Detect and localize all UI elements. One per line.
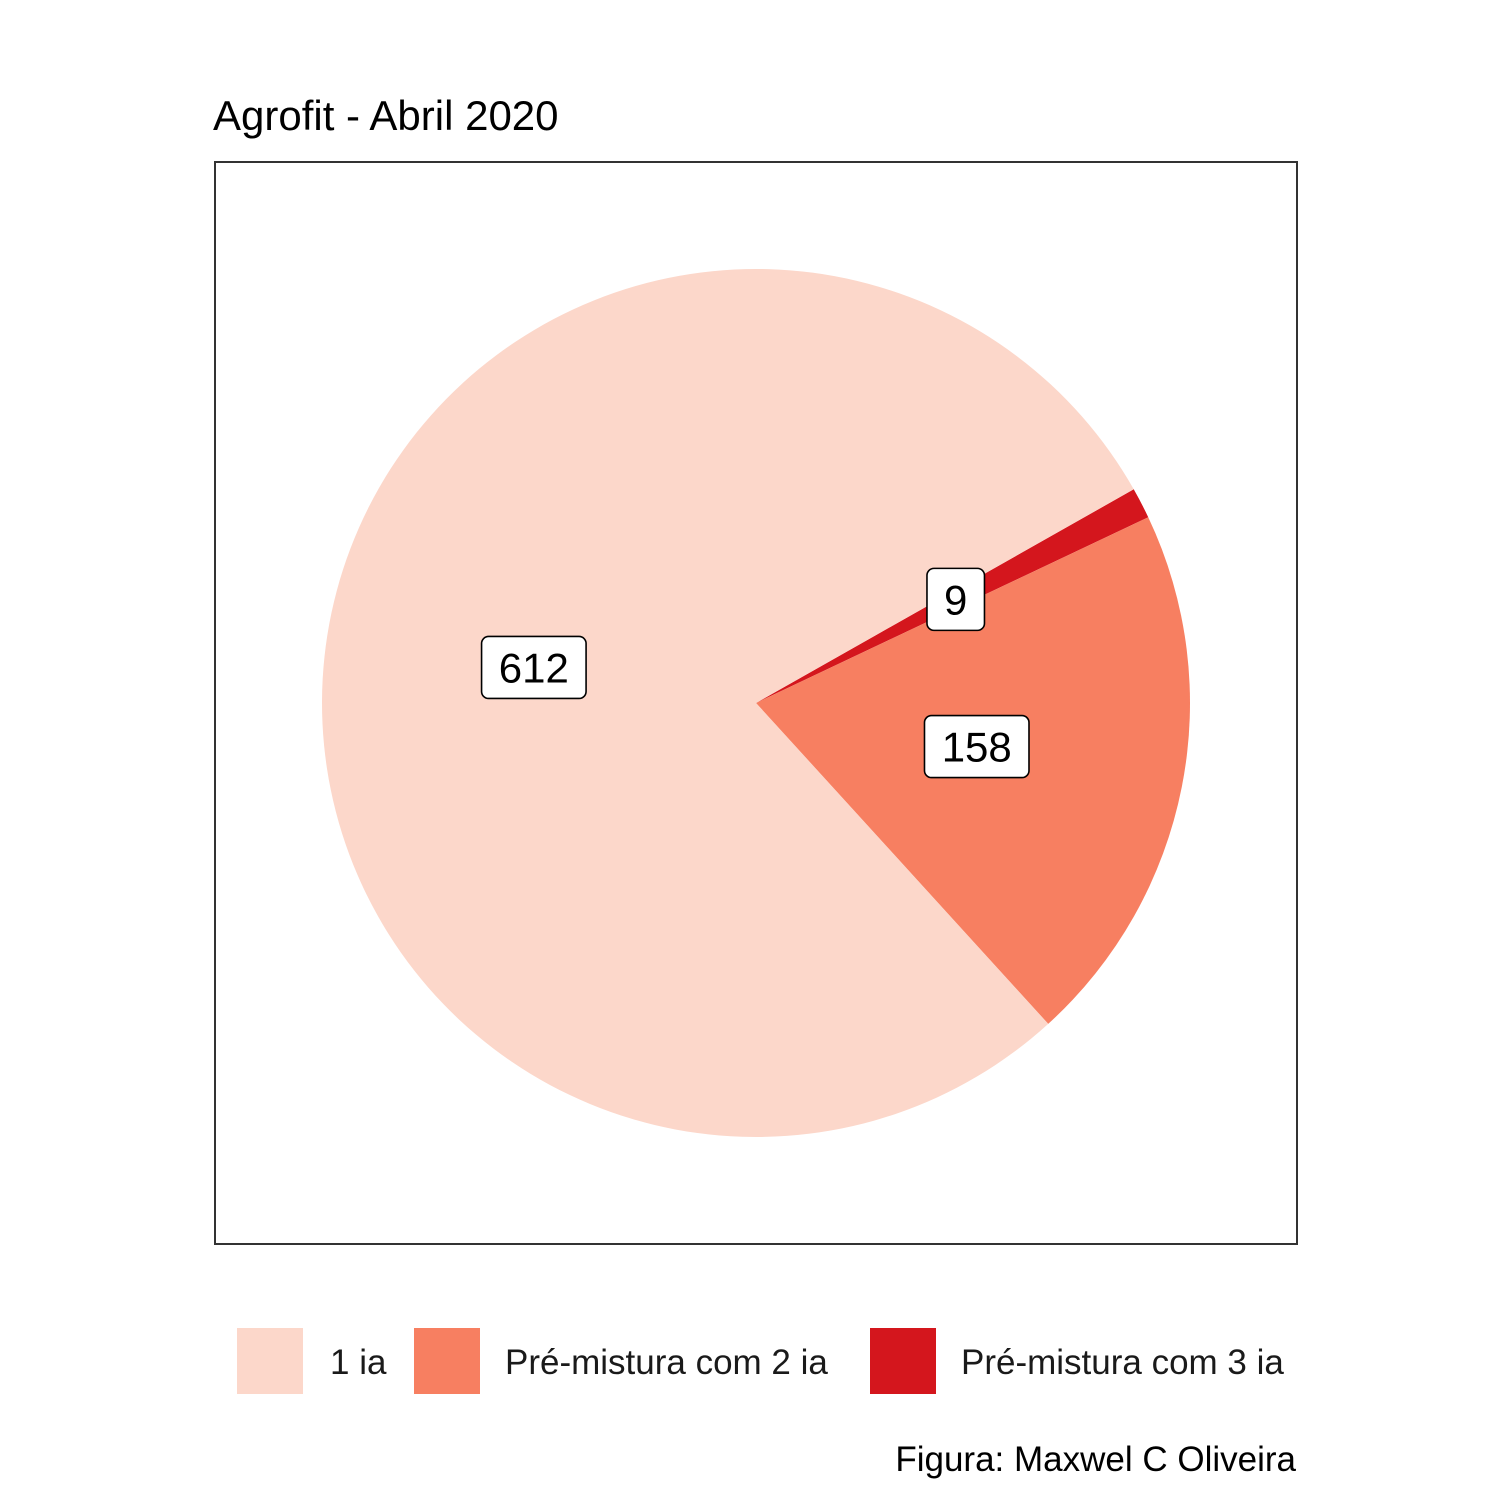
label-text: 9 (944, 576, 967, 623)
legend-label: Pré-mistura com 2 ia (505, 1343, 828, 1382)
legend-swatch (237, 1328, 303, 1394)
label-box (923, 714, 1030, 779)
label-pre-mistura-2-ia: 158 (923, 714, 1030, 779)
caption: Figura: Maxwel C Oliveira (895, 1440, 1296, 1479)
slice-1-ia (322, 269, 1134, 1137)
legend-label: 1 ia (330, 1343, 387, 1382)
pie-slices (322, 269, 1191, 1137)
legend-label: Pré-mistura com 3 ia (961, 1343, 1284, 1382)
label-text: 612 (499, 644, 569, 691)
slice-labels: 612 158 9 (480, 567, 1030, 779)
legend-swatch (414, 1328, 480, 1394)
chart-title: Agrofit - Abril 2020 (213, 92, 559, 139)
label-1-ia: 612 (480, 635, 587, 700)
panel-border (214, 161, 1298, 1245)
label-box (480, 635, 587, 700)
legend: 1 ia Pré-mistura com 2 ia Pré-mistura com … (237, 1328, 1284, 1394)
label-text: 158 (942, 724, 1012, 771)
legend-item-1-ia: 1 ia (237, 1328, 387, 1394)
legend-swatch (870, 1328, 936, 1394)
label-box (926, 567, 986, 632)
legend-item-pre-mistura-3-ia: Pré-mistura com 3 ia (870, 1328, 1284, 1394)
legend-item-pre-mistura-2-ia: Pré-mistura com 2 ia (414, 1328, 828, 1394)
label-pre-mistura-3-ia: 9 (926, 567, 986, 632)
